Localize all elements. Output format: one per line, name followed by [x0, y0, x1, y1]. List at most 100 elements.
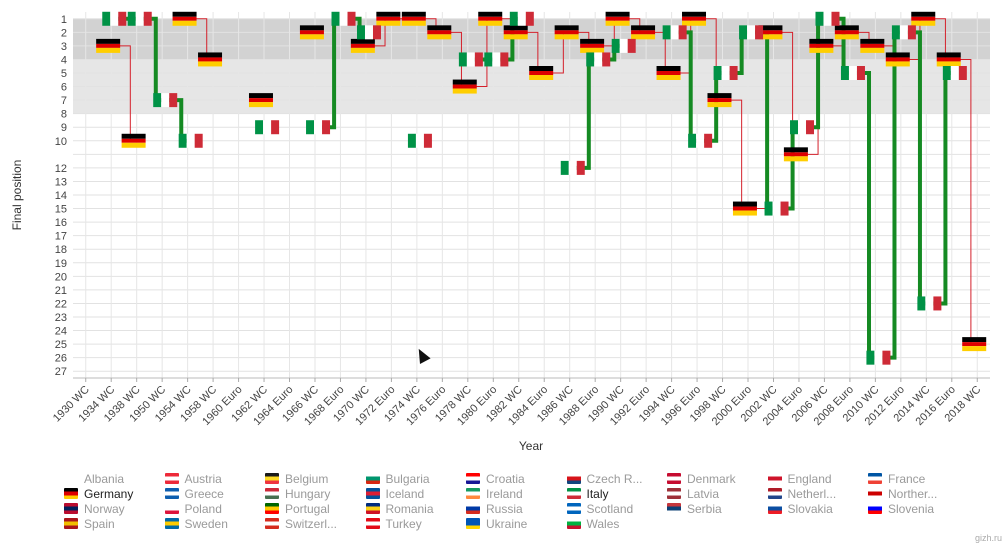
germany-flag-marker: [682, 11, 707, 26]
legend-label: Netherl...: [787, 486, 837, 501]
y-tick-label: 3: [61, 41, 67, 53]
legend-item[interactable]: Romania: [365, 501, 434, 516]
flag-icon: [164, 488, 179, 499]
legend-item[interactable]: Slovakia: [767, 501, 833, 516]
legend-label: Iceland: [385, 486, 425, 501]
flag-icon: [365, 518, 380, 529]
flag-icon: [868, 503, 882, 514]
legend-label: Scotland: [586, 501, 634, 516]
germany-flag-marker: [452, 79, 477, 94]
legend-label: Bulgaria: [385, 471, 430, 486]
legend-label: Wales: [586, 516, 620, 531]
legend-item[interactable]: Italy: [566, 486, 609, 501]
legend-item[interactable]: Latvia: [667, 486, 719, 501]
flag-icon: [667, 503, 681, 514]
germany-flag-marker: [656, 66, 681, 80]
legend-item[interactable]: Norway: [64, 501, 125, 516]
italy-flag-marker: [611, 38, 636, 53]
y-tick-label: 12: [55, 163, 67, 175]
legend-item[interactable]: Netherl...: [767, 486, 837, 501]
legend-item[interactable]: Albania: [64, 471, 124, 486]
legend-item[interactable]: Turkey: [365, 516, 422, 531]
flag-icon: [466, 473, 480, 484]
legend-item[interactable]: Czech R...: [566, 471, 643, 486]
italy-flag-marker: [866, 350, 891, 365]
flag-icon: [164, 503, 179, 514]
germany-flag-marker: [834, 25, 859, 40]
germany-flag-marker: [631, 25, 656, 40]
germany-flag-marker: [885, 52, 910, 67]
italy-flag-marker: [790, 120, 815, 135]
flag-icon: [466, 488, 480, 499]
legend-item[interactable]: Poland: [164, 501, 222, 516]
legend-item[interactable]: Germany: [64, 486, 133, 501]
y-tick-label: 21: [55, 285, 67, 297]
flag-icon: [164, 473, 179, 484]
y-tick-label: 18: [55, 244, 67, 256]
legend: Albania Austria Belgium Bulgaria Croatia Czec…: [64, 471, 964, 535]
y-tick-label: 20: [55, 271, 67, 283]
legend-label: Ukraine: [486, 516, 528, 531]
legend-label: Poland: [184, 501, 222, 516]
legend-item[interactable]: Slovenia: [868, 501, 934, 516]
italy-flag-marker: [560, 160, 585, 175]
germany-flag-marker: [121, 133, 146, 148]
legend-item[interactable]: Austria: [164, 471, 222, 486]
legend-item[interactable]: Denmark: [667, 471, 736, 486]
y-tick-label: 15: [55, 204, 67, 216]
legend-item[interactable]: England: [767, 471, 832, 486]
flag-icon: [566, 488, 581, 499]
y-tick-label: 2: [61, 27, 67, 39]
italy-flag-marker: [840, 66, 865, 80]
germany-flag-marker: [758, 25, 783, 40]
legend-label: Hungary: [285, 486, 331, 501]
legend-item[interactable]: Iceland: [365, 486, 425, 501]
flag-icon: [365, 473, 380, 484]
legend-item[interactable]: Portugal: [265, 501, 330, 516]
y-axis-ticks: 1234567891012131415161718192021222324252…: [55, 14, 67, 378]
legend-label: Latvia: [687, 486, 720, 501]
italy-flag-marker: [255, 120, 280, 135]
y-tick-label: 19: [55, 258, 67, 270]
grid: [73, 12, 990, 379]
legend-item[interactable]: Greece: [164, 486, 224, 501]
legend-label: Slovenia: [888, 501, 935, 516]
y-tick-label: 22: [55, 298, 67, 310]
legend-item[interactable]: Russia: [466, 501, 523, 516]
germany-flag-marker: [529, 66, 554, 80]
legend-item[interactable]: Spain: [64, 516, 115, 531]
y-tick-label: 7: [61, 95, 67, 107]
legend-item[interactable]: Sweden: [164, 516, 228, 531]
legend-item[interactable]: Bulgaria: [365, 471, 430, 486]
y-tick-label: 9: [61, 122, 67, 134]
flag-icon: [868, 488, 882, 499]
y-tick-label: 24: [55, 326, 67, 338]
legend-label: Belgium: [285, 471, 329, 486]
legend-label: Austria: [184, 471, 222, 486]
flag-icon: [265, 488, 279, 499]
germany-flag-marker: [350, 38, 375, 53]
legend-item[interactable]: Scotland: [566, 501, 634, 516]
flag-icon: [566, 518, 581, 529]
flag-icon: [767, 488, 782, 499]
y-tick-label: 4: [61, 54, 67, 66]
legend-item[interactable]: Wales: [566, 516, 620, 531]
legend-item[interactable]: Ireland: [466, 486, 523, 501]
legend-item[interactable]: Hungary: [265, 486, 330, 501]
flag-icon: [164, 518, 179, 529]
legend-item[interactable]: France: [868, 471, 925, 486]
italy-flag-marker: [764, 201, 789, 216]
legend-item[interactable]: Switzerl...: [265, 516, 337, 531]
legend-item[interactable]: Croatia: [466, 471, 525, 486]
y-axis-title: Final position: [10, 160, 24, 231]
legend-label: Italy: [586, 486, 609, 501]
legend-item[interactable]: Serbia: [667, 501, 722, 516]
legend-item[interactable]: Belgium: [265, 471, 328, 486]
legend-label: England: [787, 471, 832, 486]
legend-item[interactable]: Norther...: [868, 486, 937, 501]
germany-flag-marker: [936, 52, 961, 67]
flag-icon: [64, 488, 78, 499]
legend-item[interactable]: Ukraine: [466, 516, 527, 531]
legend-label: Russia: [486, 501, 523, 516]
flag-icon: [265, 503, 279, 514]
